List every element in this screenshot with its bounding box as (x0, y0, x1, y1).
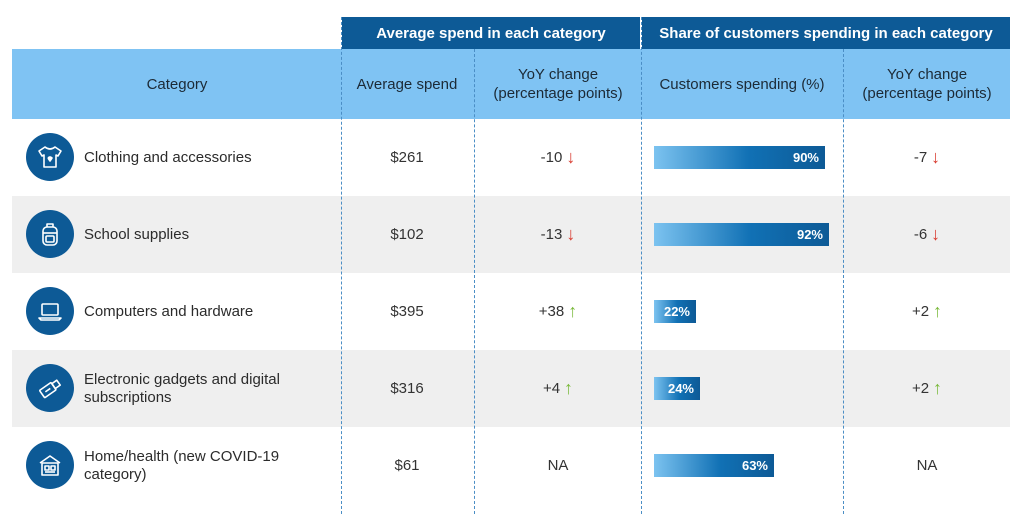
group-header-average-spend: Average spend in each category (342, 17, 640, 49)
category-label: Clothing and accessories (84, 148, 252, 166)
customers-yoy-value: NA (844, 427, 1010, 504)
group-header-share-customers: Share of customers spending in each cate… (642, 17, 1010, 49)
customers-spending-label: 24% (667, 381, 694, 396)
arrow-up-icon: ↑ (933, 301, 943, 321)
arrow-up-icon: ↑ (933, 378, 943, 398)
average-spend-value: $102 (390, 226, 424, 243)
yoy-header-line2: (percentage points) (493, 85, 623, 102)
customers-yoy-value-text: NA (916, 457, 938, 474)
customers-spending-bar: 63% (654, 454, 774, 477)
customers-yoy-value: +2 ↑ (844, 350, 1010, 427)
spend-yoy-value-text: +38 (538, 303, 565, 320)
category-label: Computers and hardware (84, 302, 254, 320)
spend-yoy-value-text: -10 (540, 149, 563, 166)
category-label: School supplies (84, 225, 190, 243)
spend-yoy-value-text: -13 (540, 226, 563, 243)
customers-yoy-value-text: +2 (911, 303, 930, 320)
column-header-average-spend: Average spend (356, 75, 458, 93)
customers-spending-bar: 22% (654, 300, 696, 323)
customers-yoy-value: -6 ↓ (844, 196, 1010, 273)
customers-spending-bar: 24% (654, 377, 700, 400)
backpack-icon (26, 210, 74, 258)
customers-yoy-value-text: -6 (913, 226, 928, 243)
spend-yoy-value: -13 ↓ (474, 196, 642, 273)
usb-drive-icon (26, 364, 74, 412)
column-divider (641, 17, 642, 514)
arrow-up-icon: ↑ (568, 301, 578, 321)
average-spend-value: $61 (394, 457, 420, 474)
column-divider (843, 49, 844, 514)
average-spend-value: $316 (390, 380, 424, 397)
column-header-customers-spending: Customers spending (%) (659, 75, 825, 93)
spend-yoy-value: -10 ↓ (474, 119, 642, 196)
column-header-customers-yoy: YoY change (percentage points) (844, 49, 1010, 119)
column-header-category: Category (146, 75, 208, 93)
house-icon (26, 441, 74, 489)
table-row: Home/health (new COVID-19 category) $61 NA… (12, 427, 1010, 504)
customers-yoy-value-text: -7 (913, 149, 928, 166)
column-divider (341, 17, 342, 514)
laptop-icon (26, 287, 74, 335)
category-label: Electronic gadgets and digital subscript… (84, 370, 280, 406)
tshirt-icon (26, 133, 74, 181)
yoy-header-line1: YoY change (517, 66, 599, 83)
yoy-header-line1: YoY change (886, 66, 968, 83)
table-row: Electronic gadgets and digital subscript… (12, 350, 1010, 427)
column-header-row: Category Average spend YoY change (perce… (12, 49, 1010, 119)
spend-yoy-value-text: NA (547, 457, 569, 474)
customers-yoy-value-text: +2 (911, 380, 930, 397)
arrow-up-icon: ↑ (564, 378, 574, 398)
customers-spending-bar: 92% (654, 223, 829, 246)
arrow-down-icon: ↓ (566, 147, 576, 167)
table-row: Computers and hardware $395 +38 ↑ 22% +2 ↑ (12, 273, 1010, 350)
customers-spending-label: 22% (663, 304, 690, 319)
column-header-spend-yoy: YoY change (percentage points) (474, 49, 642, 119)
table-row: Clothing and accessories $261 -10 ↓ 90% -7 ↓ (12, 119, 1010, 196)
arrow-down-icon: ↓ (566, 224, 576, 244)
spend-yoy-value: +38 ↑ (474, 273, 642, 350)
column-divider (474, 49, 475, 514)
arrow-down-icon: ↓ (931, 147, 941, 167)
category-label: Home/health (new COVID-19 category) (84, 447, 280, 483)
customers-spending-label: 90% (792, 150, 819, 165)
spend-yoy-value: +4 ↑ (474, 350, 642, 427)
yoy-header-line2: (percentage points) (862, 85, 992, 102)
arrow-down-icon: ↓ (931, 224, 941, 244)
customers-yoy-value: -7 ↓ (844, 119, 1010, 196)
spend-yoy-value-text: +4 (542, 380, 561, 397)
customers-spending-label: 92% (796, 227, 823, 242)
customers-spending-bar: 90% (654, 146, 825, 169)
spend-yoy-value: NA (474, 427, 642, 504)
customers-yoy-value: +2 ↑ (844, 273, 1010, 350)
average-spend-value: $261 (390, 149, 424, 166)
table-row: School supplies $102 -13 ↓ 92% -6 ↓ (12, 196, 1010, 273)
average-spend-value: $395 (390, 303, 424, 320)
customers-spending-label: 63% (741, 458, 768, 473)
